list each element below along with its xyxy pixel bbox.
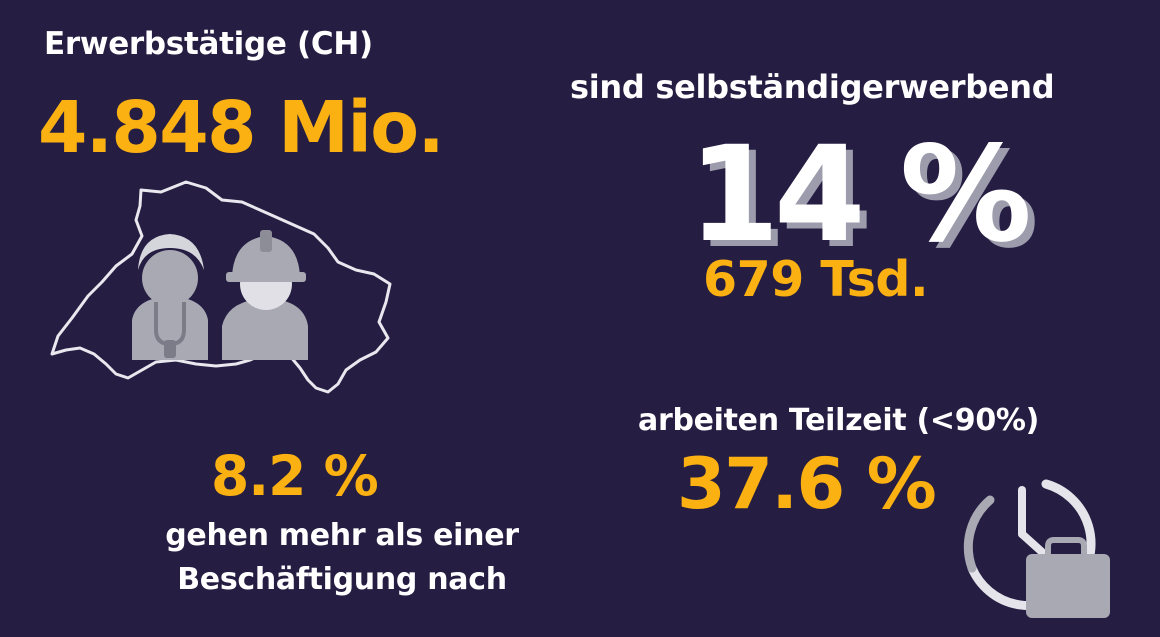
- clock-briefcase-icon: [963, 479, 1110, 618]
- part-time-percent: 37.6 %: [677, 443, 937, 525]
- employed-total-value: 4.848 Mio.: [38, 86, 445, 169]
- part-time-label: arbeiten Teilzeit (<90%): [638, 403, 1040, 438]
- engineer-figure: [132, 234, 208, 360]
- briefcase: [1026, 537, 1110, 618]
- construction-worker-figure: [222, 230, 308, 360]
- self-employed-percent: 14 %: [688, 118, 1032, 272]
- switzerland-workers-icon: [50, 180, 392, 394]
- multiple-jobs-percent: 8.2 %: [211, 444, 379, 508]
- multiple-jobs-text: gehen mehr als einer Beschäftigung nach: [165, 518, 519, 597]
- switzerland-outline: [50, 180, 392, 394]
- employed-title: Erwerbstätige (CH): [44, 26, 373, 62]
- clock-ring-shade: [963, 495, 995, 573]
- clock-minute-hand: [1018, 530, 1046, 556]
- self-employed-label: sind selbständigerwerbend: [570, 68, 1055, 106]
- self-employed-count: 679 Tsd.: [703, 251, 929, 308]
